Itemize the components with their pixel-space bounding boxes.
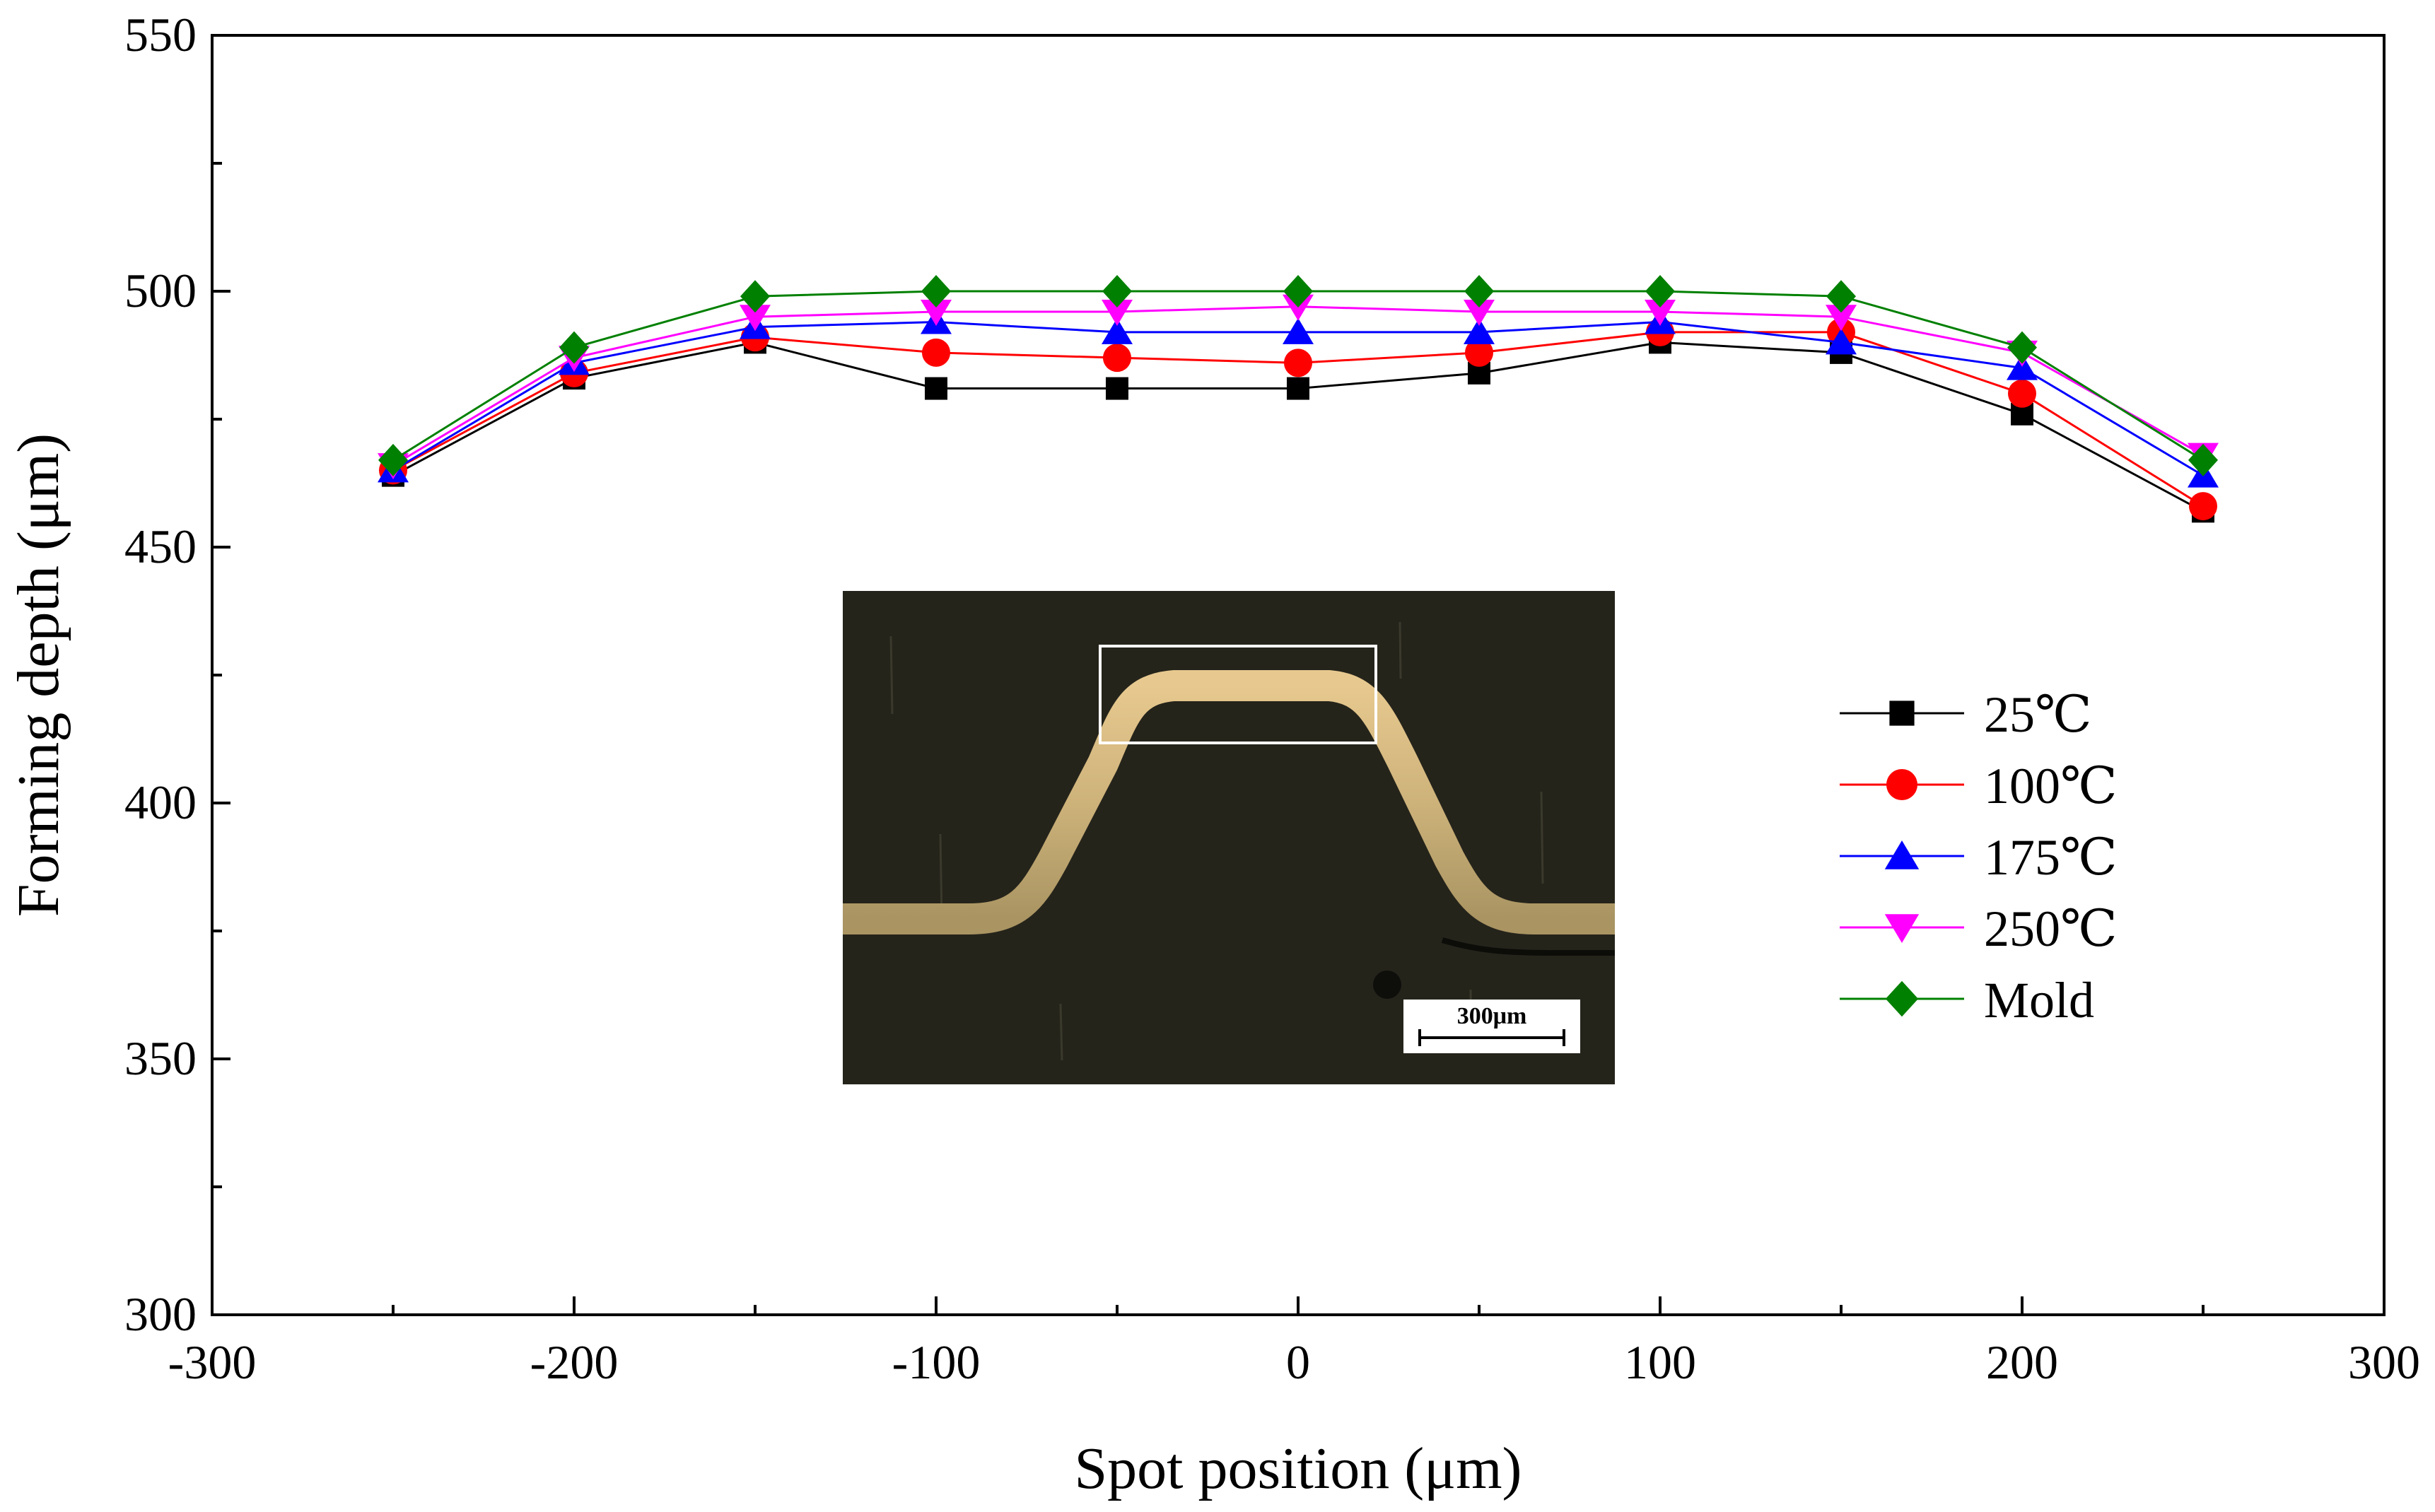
data-point [1102, 317, 1133, 344]
data-point [2007, 331, 2037, 364]
series [378, 275, 2218, 476]
inset-selection-box [1099, 645, 1377, 744]
legend-label: 175℃ [1984, 829, 2118, 886]
legend-marker [1884, 840, 1920, 869]
data-point [2189, 492, 2217, 521]
data-point [1826, 280, 1856, 313]
scale-bar-box [1403, 1000, 1580, 1053]
inset-texture [889, 621, 1544, 1061]
data-point [1102, 275, 1132, 307]
data-point [1283, 275, 1313, 307]
legend-marker [1884, 914, 1920, 943]
legend-item: 25℃ [1840, 686, 2092, 743]
x-tick-label: 200 [1986, 1335, 2058, 1389]
data-point [925, 377, 947, 400]
legend-marker [1889, 701, 1915, 726]
y-tick-label: 450 [124, 520, 197, 573]
data-point [1464, 317, 1495, 344]
x-tick-label: -300 [168, 1335, 257, 1389]
legend-label: 250℃ [1984, 901, 2118, 957]
data-point [1465, 338, 1493, 367]
inset-layer-shadow [1441, 937, 1615, 956]
data-point [2188, 443, 2218, 476]
data-point [1283, 317, 1314, 344]
legend-item: 175℃ [1840, 829, 2118, 886]
y-tick-label: 550 [124, 8, 197, 61]
scale-bar: 300μm [1403, 1000, 1580, 1053]
x-tick-label: 100 [1624, 1335, 1696, 1389]
scale-bar-label: 300μm [1457, 1003, 1527, 1029]
data-point [2008, 379, 2036, 408]
series [378, 307, 2219, 488]
data-point [740, 280, 770, 313]
series-layer [378, 275, 2219, 523]
data-point [740, 305, 771, 332]
x-tick-label: -200 [530, 1335, 619, 1389]
y-axis-title: Forming depth (μm) [6, 433, 71, 917]
data-point [559, 331, 589, 364]
data-point [1287, 377, 1309, 400]
data-point [1645, 275, 1675, 307]
data-point [1826, 328, 1857, 355]
legend-marker [1885, 980, 1919, 1017]
legend-label: 25℃ [1984, 686, 2092, 743]
data-point [921, 299, 952, 326]
axes: -300 -200 -100 0 100 200 300 300 350 400 450 500 550 [124, 8, 2420, 1389]
data-point [1464, 299, 1495, 326]
data-point [1284, 348, 1312, 377]
data-point [2007, 353, 2038, 380]
data-point [921, 275, 951, 307]
legend-item: 100℃ [1840, 758, 2118, 814]
y-tick-label: 400 [124, 775, 197, 829]
data-point [1645, 299, 1676, 326]
inset-micrograph: 300μm [843, 591, 1615, 1084]
x-tick-label: 0 [1286, 1335, 1310, 1389]
data-point [1283, 294, 1314, 321]
legend-label: 100℃ [1984, 758, 2118, 814]
data-point [1106, 377, 1128, 400]
inset-pore [1373, 971, 1401, 999]
data-point [1826, 305, 1857, 332]
y-tick-label: 500 [124, 264, 197, 317]
y-tick-label: 300 [124, 1287, 197, 1341]
data-point [922, 338, 950, 367]
x-tick-label: -100 [892, 1335, 981, 1389]
data-point [1464, 275, 1494, 307]
data-point [1102, 299, 1133, 326]
data-point [378, 443, 408, 476]
legend: 25℃ 100℃ 175℃ 250℃ Mold [1840, 686, 2118, 1028]
series [379, 317, 2217, 521]
legend-item: Mold [1840, 972, 2094, 1028]
x-tick-label: 300 [2348, 1335, 2420, 1389]
data-point [1103, 344, 1131, 373]
y-tick-label: 350 [124, 1031, 197, 1085]
x-axis-title: Spot position (μm) [1074, 1436, 1522, 1501]
legend-label: Mold [1984, 972, 2094, 1028]
inset-layer-band [843, 670, 1615, 934]
legend-marker [1886, 769, 1917, 800]
legend-item: 250℃ [1840, 901, 2118, 957]
